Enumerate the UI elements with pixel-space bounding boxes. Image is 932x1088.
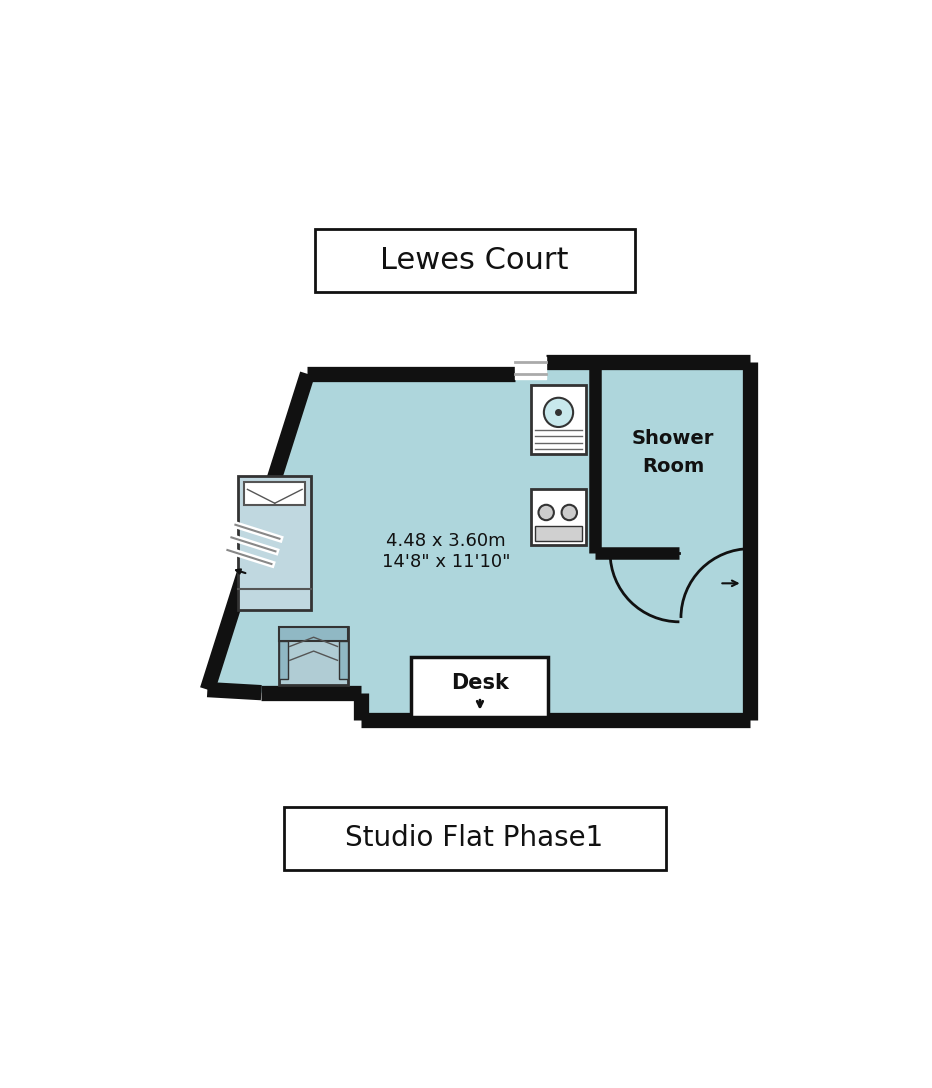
Text: Lewes Court: Lewes Court <box>380 246 569 275</box>
Circle shape <box>562 505 577 520</box>
Bar <box>244 482 305 505</box>
Bar <box>279 627 349 685</box>
Bar <box>535 526 582 541</box>
Bar <box>279 627 349 641</box>
Bar <box>411 657 549 717</box>
Circle shape <box>544 398 573 426</box>
Bar <box>284 806 665 869</box>
Circle shape <box>539 505 554 520</box>
Text: 4.48 x 3.60m: 4.48 x 3.60m <box>386 532 506 549</box>
Bar <box>339 641 349 679</box>
Text: Studio Flat Phase1: Studio Flat Phase1 <box>346 825 604 852</box>
Polygon shape <box>208 361 750 720</box>
Text: Desk: Desk <box>451 673 509 693</box>
Bar <box>279 641 288 679</box>
Bar <box>239 475 311 610</box>
Bar <box>531 490 586 545</box>
Text: 14'8" x 11'10": 14'8" x 11'10" <box>382 553 511 571</box>
Bar <box>315 230 635 293</box>
Text: Shower
Room: Shower Room <box>632 429 715 475</box>
Bar <box>531 385 586 454</box>
